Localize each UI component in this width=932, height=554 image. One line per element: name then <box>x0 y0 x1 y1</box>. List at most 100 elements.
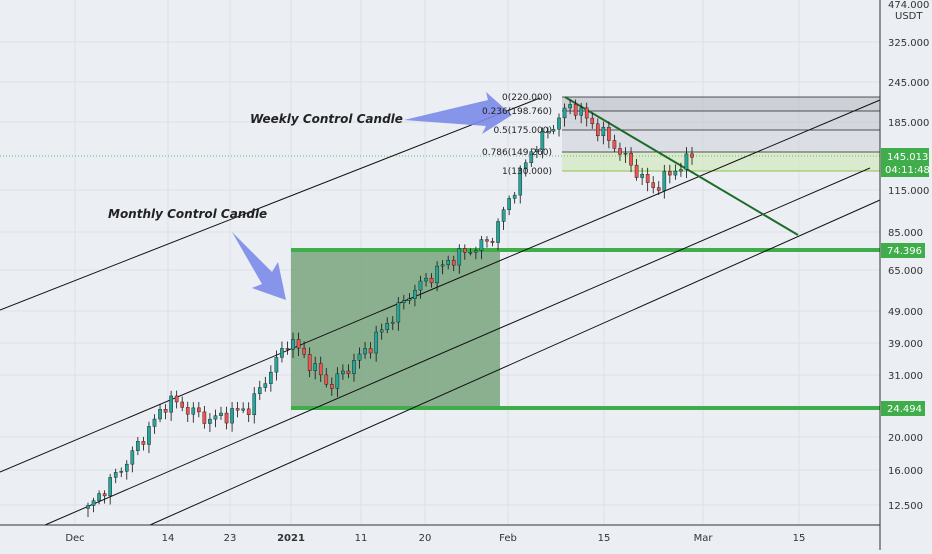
candle-body <box>102 493 107 497</box>
candle-body <box>584 107 589 119</box>
candle-body <box>645 174 650 183</box>
x-tick-feb: Feb <box>499 533 517 544</box>
candle-body <box>512 194 517 199</box>
candle-body <box>363 348 367 355</box>
y-tick-185: 185.000 <box>888 118 929 129</box>
candle-body <box>551 129 556 132</box>
candle-body <box>424 277 428 282</box>
candle-body <box>219 412 223 416</box>
candle-body <box>595 123 600 137</box>
candle-body <box>651 182 656 188</box>
candle-body <box>252 393 257 416</box>
y-tick-39: 39.000 <box>888 339 923 350</box>
candle-body <box>507 198 511 210</box>
candle-body <box>490 240 495 243</box>
candle-body <box>385 323 390 330</box>
candle-body <box>318 363 323 376</box>
channel-line-b <box>44 167 871 526</box>
candle-body <box>185 407 190 415</box>
candle-body <box>629 153 633 166</box>
channel-line-upper <box>0 97 541 311</box>
fib-zones <box>0 96 880 172</box>
candle-body <box>501 209 506 222</box>
candle-body <box>396 302 401 323</box>
fib-label-1: 0.236(198.760) <box>482 107 552 117</box>
candle-body <box>124 463 129 472</box>
candle-body <box>330 384 334 389</box>
candle-body <box>197 407 201 413</box>
candle-body <box>246 408 251 416</box>
candle-body <box>296 339 301 349</box>
fib-labels: 0(220.000) 0.236(198.760) 0.5(175.000) 0… <box>482 93 552 177</box>
candle-body <box>407 298 412 301</box>
candle-body <box>662 171 667 191</box>
fib-zone-2 <box>562 130 880 152</box>
candle-body <box>479 239 484 251</box>
candle-body <box>463 248 467 253</box>
candle-body <box>152 418 157 427</box>
candle-body <box>313 363 317 371</box>
candle-body <box>208 418 212 424</box>
candle-body <box>163 409 168 413</box>
candle-body <box>86 505 90 509</box>
candle-body <box>474 250 478 253</box>
candle-body <box>257 387 262 394</box>
candle-body <box>263 383 268 388</box>
candle-body <box>285 348 290 350</box>
x-tick-mar: Mar <box>694 533 714 544</box>
price-badge-24: 24.494 <box>881 401 925 416</box>
y-tick-20: 20.000 <box>888 433 923 444</box>
fib-label-3: 0.786(149.260) <box>482 148 552 158</box>
candle-body <box>374 331 378 354</box>
y-currency: USDT <box>895 11 923 22</box>
candle-body <box>335 373 340 389</box>
badge-74-value: 74.396 <box>887 246 922 257</box>
candle-body <box>640 174 644 178</box>
channel-line-c <box>149 199 881 526</box>
fib-zone-3 <box>562 152 880 171</box>
x-tick-20: 20 <box>419 533 432 544</box>
candle-body <box>147 426 151 445</box>
weekly-arrow <box>404 92 512 134</box>
candle-body <box>390 321 395 324</box>
candle-body <box>169 395 173 413</box>
y-tick-245: 245.000 <box>888 78 929 89</box>
candle-body <box>241 408 245 411</box>
candle-body <box>269 371 273 384</box>
candle-body <box>113 472 118 478</box>
y-tick-325: 325.000 <box>888 38 929 49</box>
candle-body <box>446 260 450 266</box>
candle-body <box>496 221 500 243</box>
fib-label-4: 1(130.000) <box>502 167 552 177</box>
candle-body <box>607 126 611 141</box>
y-tick-65: 65.000 <box>888 266 923 277</box>
badge-24-value: 24.494 <box>887 404 922 415</box>
y-tick-49: 49.000 <box>888 307 923 318</box>
candle-body <box>191 407 196 415</box>
candle-body <box>623 153 628 155</box>
x-tick-11: 11 <box>355 533 368 544</box>
candle-body <box>346 370 351 374</box>
weekly-annotation: Weekly Control Candle <box>250 112 403 126</box>
candle-body <box>418 280 423 291</box>
candle-body <box>529 151 534 164</box>
monthly-arrow <box>232 232 286 300</box>
candle-body <box>202 411 207 424</box>
y-tick-12: 12.500 <box>888 501 923 512</box>
candle-body <box>136 441 140 451</box>
candle-body <box>429 277 434 284</box>
candle-body <box>379 329 384 333</box>
x-tick-23: 23 <box>224 533 237 544</box>
candle-body <box>468 252 473 254</box>
candle-body <box>485 239 489 242</box>
candle-body <box>91 500 96 506</box>
badge-current-timer: 04:11:48 <box>885 165 930 176</box>
candle-body <box>690 153 694 158</box>
x-tick-14: 14 <box>162 533 175 544</box>
candle-body <box>656 187 661 191</box>
candle-body <box>413 289 417 299</box>
fib-zone-1 <box>562 111 880 130</box>
candle-body <box>679 169 683 172</box>
